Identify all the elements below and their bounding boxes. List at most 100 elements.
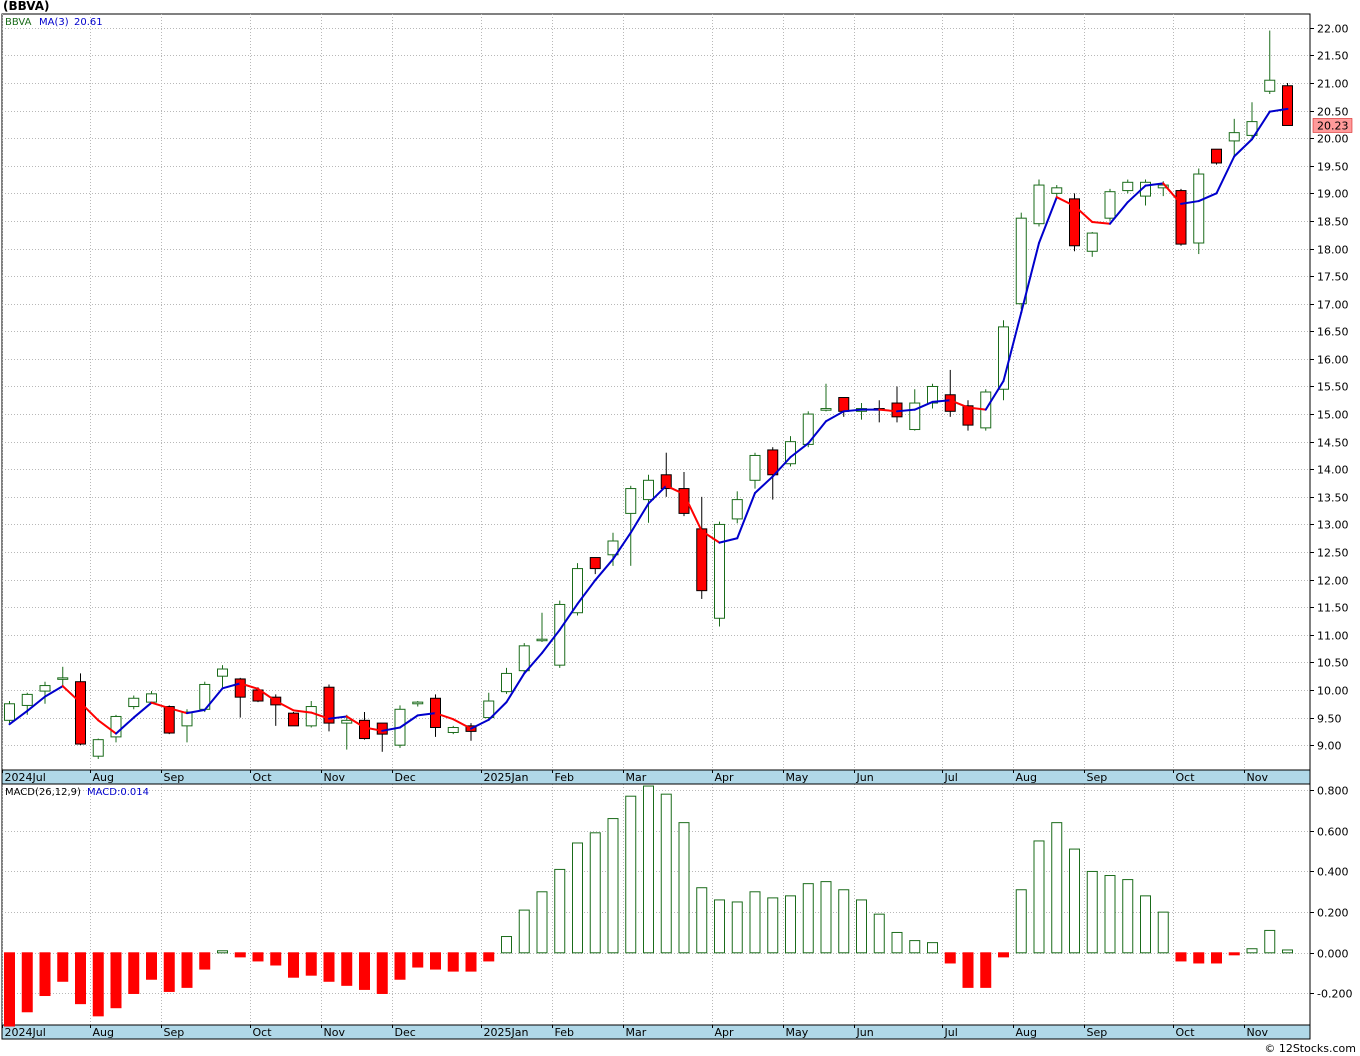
candle-up: [1228, 132, 1240, 142]
candle-up: [714, 523, 725, 619]
candle-up: [820, 408, 832, 411]
ma-segment: [1268, 107, 1289, 113]
macd-bar-negative: [305, 952, 317, 976]
ma-segment: [1038, 196, 1058, 245]
x-tick-label: Jun: [856, 1026, 874, 1039]
macd-bar-negative: [412, 952, 424, 968]
ma-segment: [1215, 155, 1236, 195]
price-tick-label: 16.50: [1317, 326, 1349, 339]
price-tick-label: 14.00: [1317, 464, 1349, 477]
ma-segment: [1073, 205, 1094, 224]
macd-bar-positive: [217, 950, 228, 954]
ma-segment: [132, 701, 153, 719]
candle-down: [288, 712, 299, 727]
macd-bar-positive: [927, 942, 938, 954]
macd-bar-positive: [678, 822, 690, 954]
ma-segment: [754, 475, 774, 494]
grid-lines: [2, 14, 1310, 1025]
ma-segment: [984, 379, 1005, 411]
macd-bar-positive: [696, 887, 708, 954]
candle-up: [909, 402, 921, 431]
candle-down: [696, 528, 708, 592]
ma-segment: [736, 491, 756, 540]
ma-segment: [665, 484, 685, 496]
macd-bar-negative: [4, 952, 15, 1027]
ma-segment: [647, 484, 668, 505]
ma-segment: [470, 718, 490, 730]
x-tick-label: 2024Jul: [5, 1026, 46, 1039]
candle-down: [163, 706, 175, 734]
macd-bar-positive: [501, 936, 512, 954]
ma-segment: [1002, 311, 1023, 382]
ma-segment: [1126, 184, 1147, 204]
price-tick-label: 21.00: [1317, 78, 1349, 91]
price-tick-label: 19.50: [1317, 161, 1349, 174]
x-tick-label: Nov: [324, 771, 346, 784]
ma-segment: [878, 408, 898, 413]
candle-down: [359, 719, 370, 740]
ma-segment: [97, 719, 117, 735]
ma-segment: [150, 701, 171, 710]
legend-ma-value: 20.61: [74, 17, 103, 28]
ma-segment: [203, 687, 224, 711]
ma-segment: [274, 700, 295, 712]
ma-segment: [44, 685, 64, 698]
candle-down: [962, 405, 974, 426]
macd-bars: [4, 785, 1293, 1027]
ma-segment: [452, 718, 472, 730]
price-tick-label: 17.00: [1317, 299, 1349, 312]
macd-bar-positive: [607, 818, 619, 954]
macd-bar-negative: [394, 952, 406, 980]
price-tick-label: 10.00: [1317, 685, 1349, 698]
macd-bar-positive: [1033, 840, 1045, 954]
macd-bar-positive: [589, 832, 601, 954]
price-tick-label: 18.50: [1317, 216, 1349, 229]
ma-segment: [239, 682, 259, 690]
macd-bar-negative: [163, 952, 175, 992]
macd-bar-negative: [323, 952, 335, 982]
macd-tick-label: 0.800: [1317, 785, 1349, 798]
macd-bar-positive: [749, 891, 761, 954]
price-tick-label: 20.50: [1317, 106, 1349, 119]
ma-segment: [363, 726, 384, 732]
price-tick-label: 18.00: [1317, 244, 1349, 257]
candle-up: [128, 697, 140, 708]
candle-up: [1122, 181, 1134, 192]
macd-bar-positive: [714, 899, 725, 954]
candle-down: [376, 722, 388, 735]
legend-ma-label: MA(3): [39, 17, 69, 28]
legend-macd-name: MACD(26,12,9): [5, 787, 81, 798]
candle-up: [1246, 121, 1258, 136]
macd-bar-negative: [199, 952, 211, 970]
price-tick-label: 17.50: [1317, 271, 1349, 284]
macd-bar-negative: [21, 952, 33, 1013]
last-price-badge: [1312, 118, 1353, 133]
candle-up: [483, 700, 495, 719]
price-tick-label: 15.50: [1317, 381, 1349, 394]
candle-up: [1086, 232, 1098, 252]
candle-up: [92, 739, 104, 757]
x-tick-label: Sep: [164, 771, 185, 784]
candle-up: [4, 703, 15, 721]
ma-segment: [1233, 138, 1253, 158]
ma-segment: [771, 456, 792, 478]
macd-bar-negative: [146, 952, 157, 980]
candle-up: [217, 668, 228, 677]
price-tick-label: 21.50: [1317, 50, 1349, 63]
x-tick-label: Oct: [1176, 1026, 1196, 1039]
candle-up: [412, 701, 424, 705]
macd-bar-positive: [572, 842, 583, 954]
chart-title: (BBVA): [3, 0, 50, 13]
ma-segment: [1251, 110, 1271, 141]
x-tick-label: May: [786, 1026, 809, 1039]
candle-down: [767, 449, 779, 476]
x-tick-label: Oct: [253, 1026, 273, 1039]
candle-up: [21, 693, 33, 706]
macd-bar-negative: [252, 952, 264, 962]
macd-bar-negative: [980, 952, 992, 988]
macd-bar-negative: [1193, 952, 1205, 964]
x-tick-label: Sep: [164, 1026, 185, 1039]
legend-symbol: BBVA: [5, 17, 32, 28]
ma-segment: [842, 408, 863, 413]
ma-segment: [913, 400, 934, 411]
